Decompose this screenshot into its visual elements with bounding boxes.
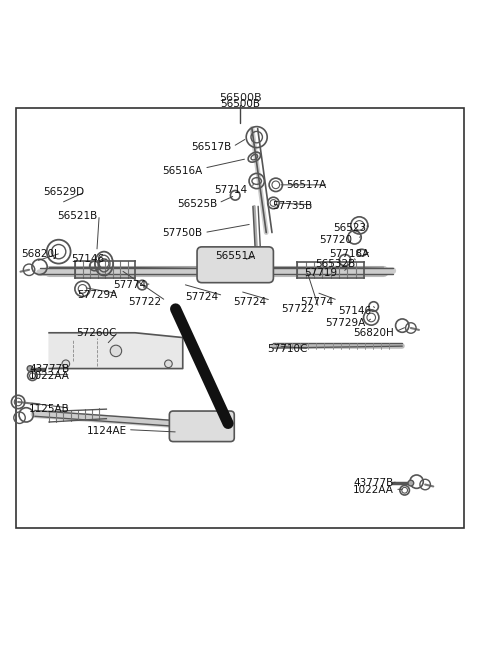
Text: 56529D: 56529D [43, 187, 84, 197]
Text: 57710C: 57710C [267, 344, 308, 354]
Text: 57718A: 57718A [330, 249, 370, 259]
Text: 56532B: 56532B [315, 258, 356, 268]
Text: 43777B: 43777B [29, 363, 69, 373]
Text: 57146: 57146 [71, 254, 104, 264]
Text: 1124AE: 1124AE [86, 426, 126, 436]
Text: 43777B: 43777B [353, 478, 394, 488]
Text: 57774: 57774 [114, 280, 147, 290]
Text: 57729A: 57729A [77, 289, 117, 300]
Text: 56820H: 56820H [353, 328, 394, 338]
Text: 56517B: 56517B [191, 142, 231, 152]
Circle shape [27, 365, 33, 371]
Text: 57724: 57724 [233, 297, 266, 307]
Circle shape [408, 480, 414, 486]
Text: 1125AB: 1125AB [29, 404, 70, 414]
Text: 56523: 56523 [333, 223, 366, 233]
Circle shape [62, 360, 70, 367]
FancyBboxPatch shape [169, 411, 234, 441]
Text: 56500B: 56500B [220, 98, 260, 109]
Circle shape [110, 345, 121, 357]
Polygon shape [49, 333, 183, 369]
Text: 56820J: 56820J [22, 249, 58, 259]
Text: 57146: 57146 [338, 306, 371, 316]
Text: 57722: 57722 [281, 304, 314, 314]
Text: 57729A: 57729A [325, 318, 365, 328]
Text: 1022AA: 1022AA [353, 485, 394, 495]
FancyBboxPatch shape [16, 108, 464, 529]
Circle shape [165, 360, 172, 367]
Text: 57260C: 57260C [77, 328, 117, 338]
Text: 56521B: 56521B [58, 211, 98, 221]
Text: 56551A: 56551A [215, 251, 255, 262]
Text: 56525B: 56525B [177, 199, 217, 209]
Text: 56517A: 56517A [287, 180, 327, 190]
Text: 57722: 57722 [128, 297, 161, 307]
Text: 57735B: 57735B [272, 201, 312, 211]
Text: 57714: 57714 [214, 184, 247, 195]
Text: 56500B: 56500B [219, 92, 261, 103]
Text: 1022AA: 1022AA [29, 371, 70, 380]
Text: 57774: 57774 [300, 297, 333, 307]
Text: 57750B: 57750B [163, 228, 203, 237]
Text: 57724: 57724 [185, 292, 218, 302]
Text: 57720: 57720 [319, 235, 352, 245]
FancyBboxPatch shape [197, 247, 274, 283]
Text: 56516A: 56516A [163, 165, 203, 176]
Text: 57719: 57719 [305, 268, 338, 278]
